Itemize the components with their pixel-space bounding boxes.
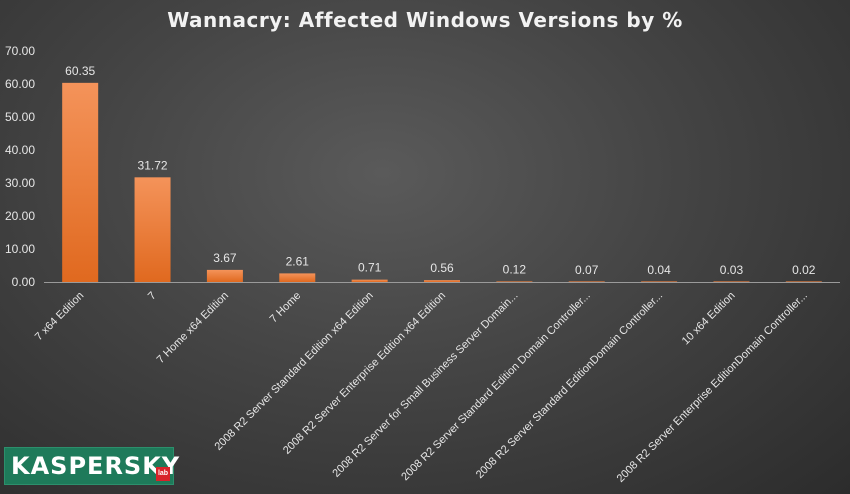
- bar: [351, 279, 388, 282]
- y-tick-label: 30.00: [5, 176, 35, 190]
- bar: [568, 281, 605, 282]
- logo-lab-badge: lab: [156, 467, 170, 481]
- chart-title: Wannacry: Affected Windows Versions by %: [167, 8, 683, 32]
- x-tick-label: 2008 R2 Server Standard Edition x64 Edit…: [212, 290, 375, 453]
- bar: [641, 281, 678, 282]
- x-tick-label: 10 x64 Edition: [680, 290, 738, 348]
- logo-wordmark: KASPERSKY: [11, 452, 181, 480]
- y-tick-label: 70.00: [5, 44, 35, 58]
- data-label: 0.71: [358, 261, 382, 275]
- bar: [134, 177, 171, 282]
- y-tick-label: 40.00: [5, 143, 35, 157]
- y-tick-label: 10.00: [5, 242, 35, 256]
- data-label: 2.61: [286, 254, 310, 268]
- y-tick-label: 0.00: [12, 275, 36, 289]
- data-label: 0.02: [792, 263, 816, 277]
- data-label: 3.67: [213, 251, 237, 265]
- y-tick-label: 50.00: [5, 110, 35, 124]
- bar: [496, 281, 533, 282]
- y-tick-label: 60.00: [5, 77, 35, 91]
- y-axis: 0.00 10.00 20.00 30.00 40.00 50.00 60.00 70.00: [5, 44, 840, 289]
- bar-series: [62, 82, 822, 282]
- x-tick-label: 7 Home: [268, 290, 304, 326]
- bar: [713, 281, 750, 282]
- data-label: 0.04: [647, 263, 671, 277]
- x-tick-label: 7 Home x64 Edition: [155, 290, 231, 366]
- y-tick-label: 20.00: [5, 209, 35, 223]
- data-label: 0.03: [720, 263, 744, 277]
- data-label: 0.12: [503, 263, 527, 277]
- bar: [279, 273, 316, 282]
- bar: [62, 82, 99, 282]
- kaspersky-logo: KASPERSKY lab: [4, 447, 179, 485]
- x-tick-label: 2008 R2 Server Enterprise Edition x64 Ed…: [281, 290, 448, 457]
- data-label: 0.07: [575, 263, 599, 277]
- bar: [424, 280, 460, 282]
- x-tick-label: 7: [146, 290, 159, 303]
- bar: [785, 281, 822, 282]
- data-label: 0.56: [430, 261, 454, 275]
- data-label: 31.72: [138, 158, 168, 172]
- bar: [206, 269, 243, 282]
- data-labels: 60.35 31.72 3.67 2.61 0.71 0.56 0.12 0.07 0.04 0.…: [65, 64, 816, 277]
- data-label: 60.35: [65, 64, 95, 78]
- x-tick-label: 7 x64 Edition: [33, 290, 86, 343]
